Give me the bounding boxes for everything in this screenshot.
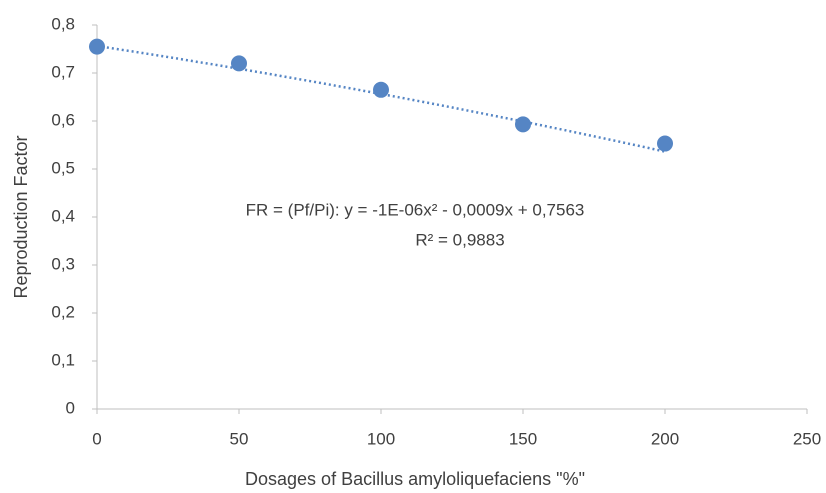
y-tick-label: 0,8 — [51, 14, 75, 33]
y-tick-label: 0,2 — [51, 302, 75, 321]
y-tick-label: 0,1 — [51, 350, 75, 369]
trendline — [96, 44, 666, 153]
x-tick-label: 50 — [230, 429, 249, 448]
y-tick-label: 0,4 — [51, 206, 75, 225]
data-point — [657, 135, 673, 152]
y-tick-label: 0,5 — [51, 158, 75, 177]
y-tick-label: 0 — [66, 398, 75, 417]
trendline-equation: FR = (Pf/Pi): y = -1E-06x² - 0,0009x + 0… — [246, 200, 585, 219]
trendline-r2: R² = 0,9883 — [415, 230, 504, 249]
x-tick-label: 150 — [509, 429, 537, 448]
data-point — [231, 55, 247, 72]
x-tick-label: 0 — [92, 429, 101, 448]
x-tick-label: 100 — [367, 429, 395, 448]
x-tick-label: 200 — [651, 429, 679, 448]
y-tick-label: 0,7 — [51, 62, 75, 81]
data-point — [373, 81, 389, 98]
y-axis-title: Reproduction Factor — [11, 135, 31, 298]
x-tick-label: 250 — [793, 429, 821, 448]
data-point — [89, 38, 105, 55]
x-axis-title: Dosages of Bacillus amyloliquefaciens "%… — [245, 469, 585, 489]
y-tick-label: 0,6 — [51, 110, 75, 129]
data-point — [515, 116, 531, 133]
y-tick-label: 0,3 — [51, 254, 75, 273]
